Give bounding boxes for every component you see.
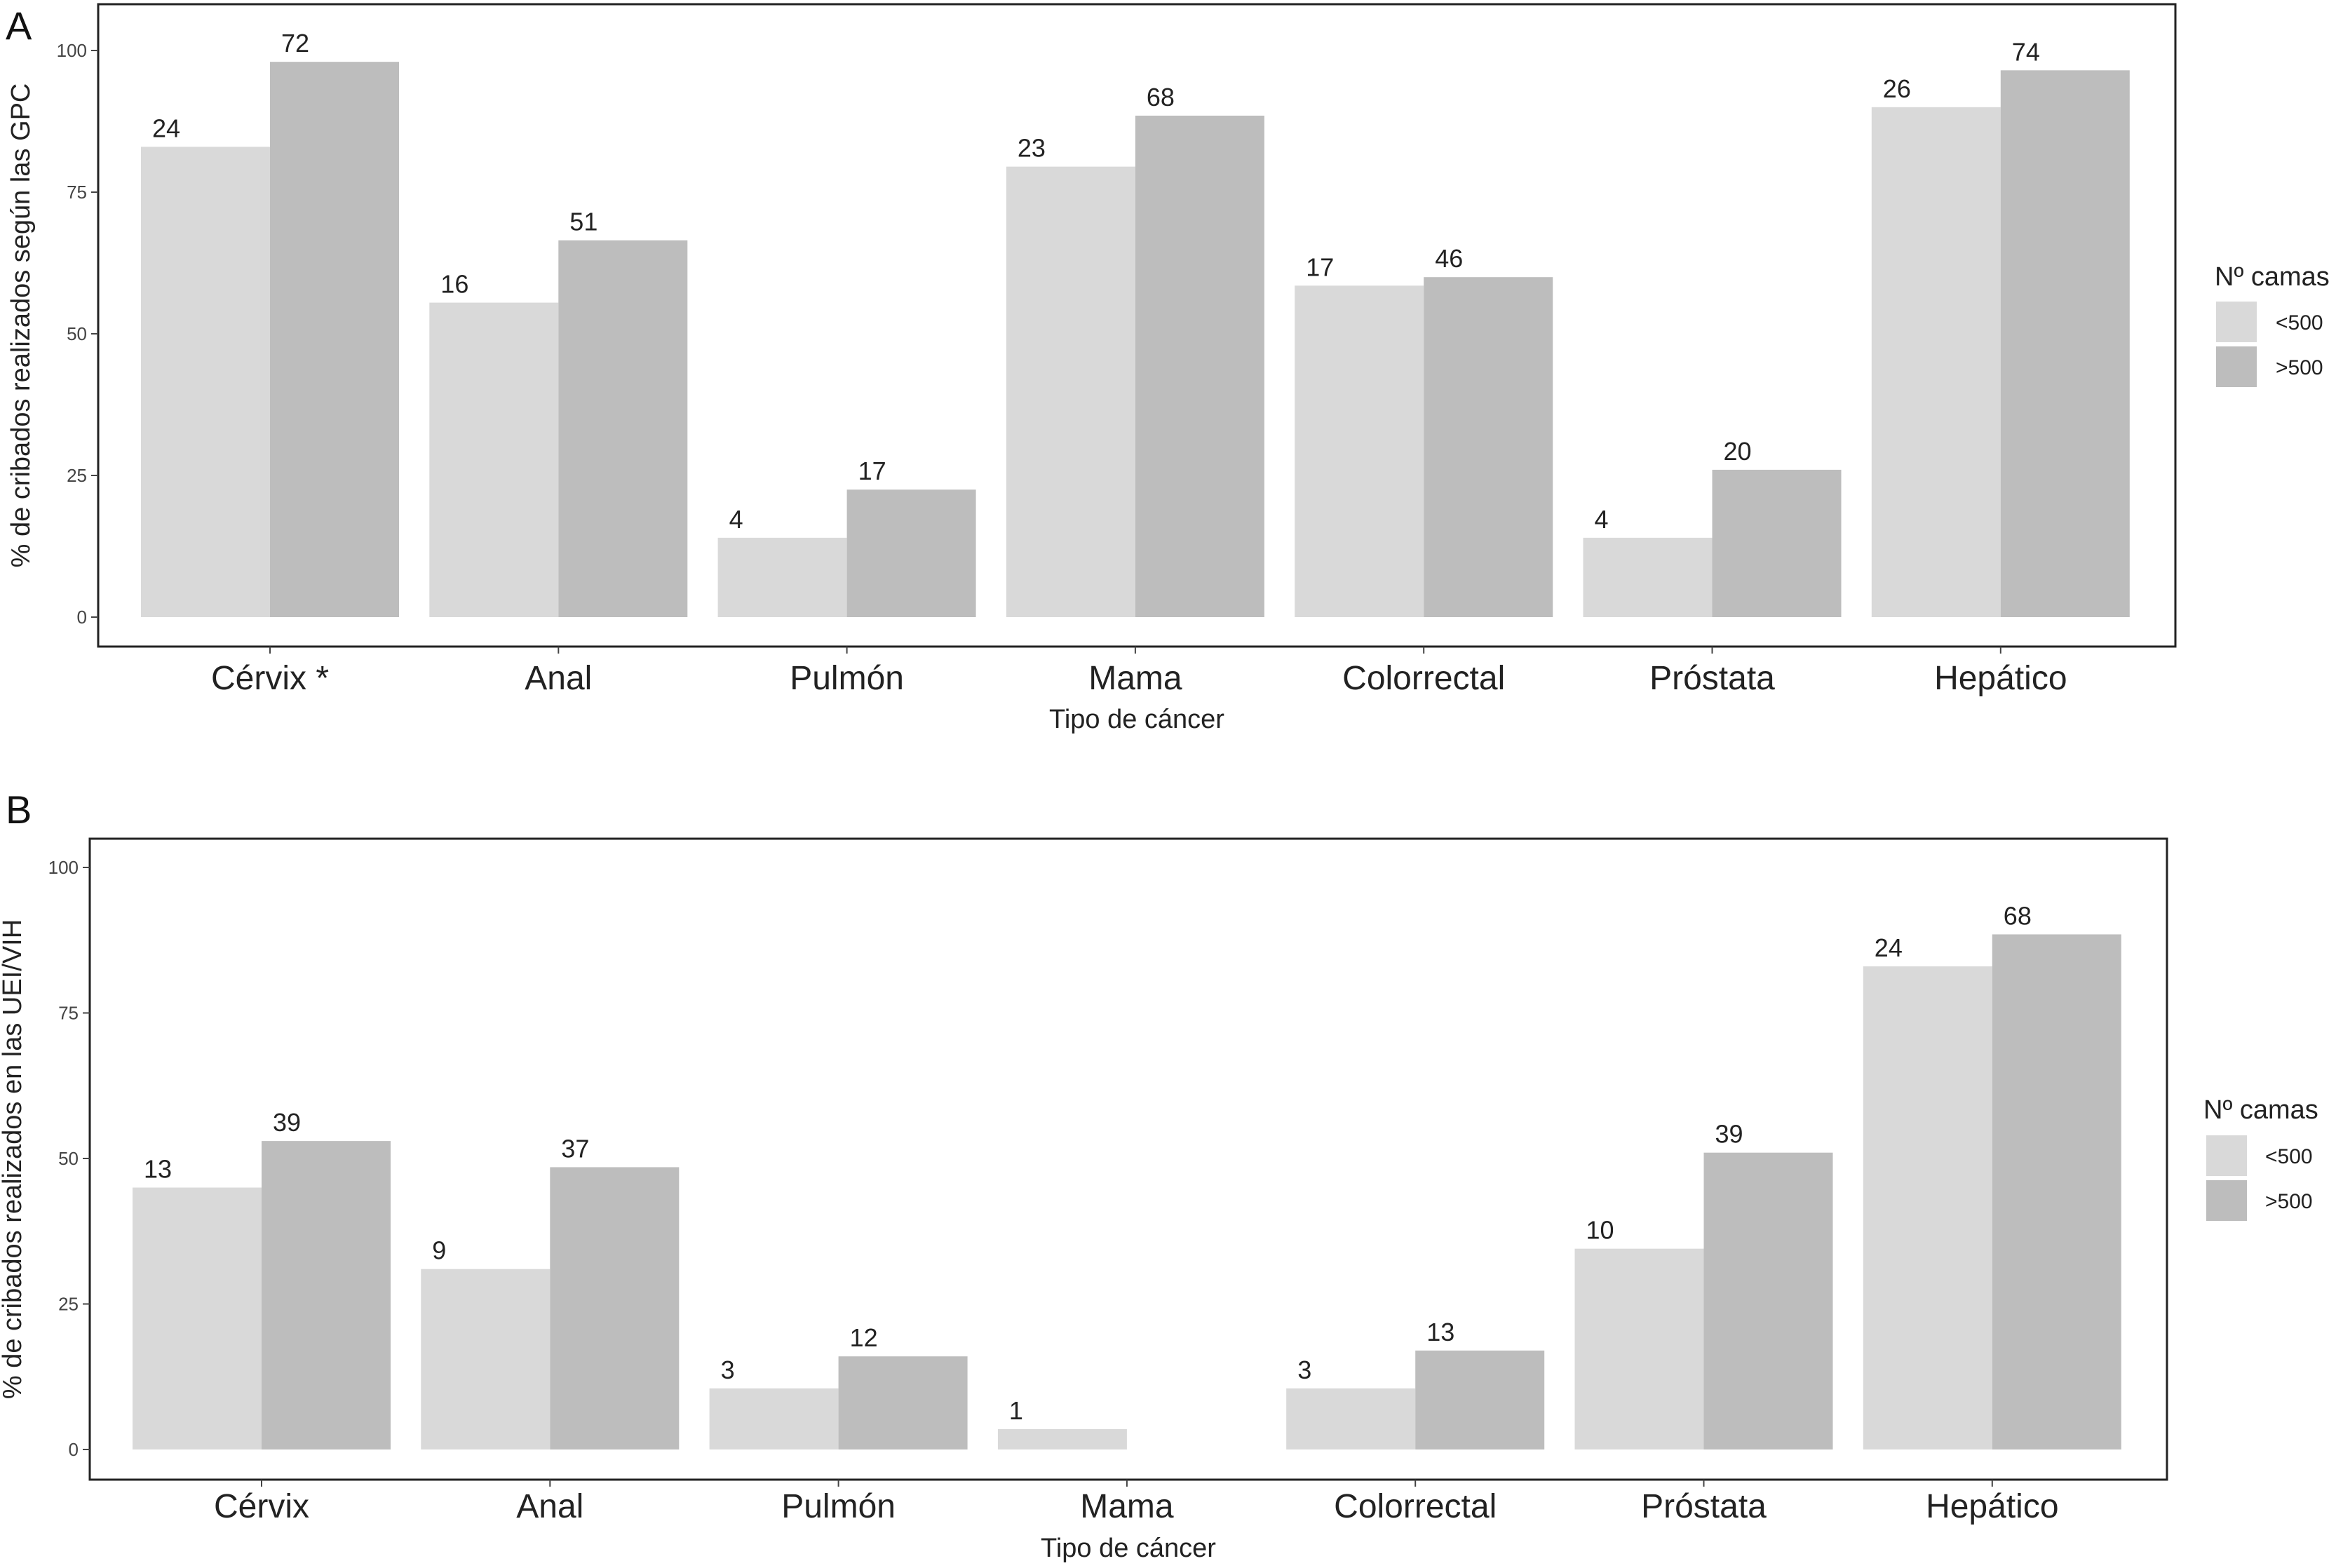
bar-value-label: 3 [721,1356,735,1384]
y-tick-label: 50 [58,1148,79,1169]
bar-gt500 [262,1141,391,1449]
y-axis-title: % de cribados realizados según las GPC [6,83,36,568]
legend-label: >500 [2276,356,2323,379]
bar-lt500 [717,537,847,617]
bar-value-label: 17 [858,457,886,485]
bar-value-label: 20 [1724,437,1752,466]
bar-gt500 [558,240,688,617]
bar-value-label: 39 [273,1108,301,1137]
x-tick-label: Colorrectal [1342,660,1505,697]
bar-value-label: 4 [729,505,743,534]
legend-swatch-gt500 [2206,1180,2247,1221]
x-tick-label: Anal [525,660,592,697]
x-axis-title: Tipo de cáncer [1049,705,1224,734]
legend-label: <500 [2276,311,2323,334]
bar-gt500 [846,489,976,617]
bar-gt500 [1703,1152,1833,1449]
bar-gt500 [838,1356,968,1449]
panel-label-b: B [6,788,32,832]
y-tick-label: 50 [67,323,87,344]
bar-gt500 [270,62,399,617]
panel-label-a: A [6,4,32,48]
bar-value-label: 51 [569,208,597,236]
x-tick-label: Mama [1088,660,1182,697]
bar-value-label: 37 [561,1134,589,1163]
plot-border [97,3,2177,648]
x-tick-label: Pulmón [781,1488,896,1525]
chart-panel-a: 0 25 50 75 100 24 72 Cérvix * 16 51 Anal 4 17 Pulmón 2… [6,3,2330,734]
y-axis-title: % de cribados realizados en las UEI/VIH [0,919,27,1399]
bar-value-label: 24 [1875,933,1903,962]
bar-lt500 [421,1269,551,1449]
x-tick-label: Hepático [1926,1488,2058,1525]
bar-value-label: 46 [1435,244,1463,273]
x-tick-label: Cérvix * [211,660,329,697]
bar-gt500 [1424,277,1553,617]
legend-label: >500 [2265,1190,2313,1213]
bar-value-label: 39 [1715,1120,1743,1149]
bar-gt500 [550,1167,680,1449]
y-tick-label: 0 [69,1439,79,1460]
bar-value-label: 13 [144,1155,172,1184]
bar-value-label: 24 [152,114,180,142]
bar-value-label: 10 [1586,1216,1614,1245]
legend-title: Nº camas [2203,1095,2318,1125]
x-axis-title: Tipo de cáncer [1041,1534,1216,1563]
bar-value-label: 17 [1306,252,1334,281]
y-tick-label: 100 [48,857,79,878]
bar-value-label: 3 [1297,1356,1311,1384]
x-tick-label: Pulmón [790,660,904,697]
bar-gt500 [1415,1350,1545,1449]
x-tick-label: Cérvix [214,1488,309,1525]
y-tick-label: 25 [58,1294,79,1315]
plot-border [88,837,2168,1481]
bar-lt500 [1871,107,2001,618]
bar-lt500 [997,1428,1127,1449]
bar-lt500 [1006,166,1135,617]
x-tick-label: Hepático [1934,660,2067,697]
y-tick-label: 25 [67,465,87,486]
bar-lt500 [429,302,559,617]
bar-value-label: 1 [1009,1396,1023,1425]
legend-swatch-gt500 [2216,346,2257,387]
bar-lt500 [709,1388,839,1449]
y-tick-label: 75 [67,182,87,203]
x-tick-label: Anal [516,1488,583,1525]
bar-value-label: 26 [1883,74,1911,103]
legend-title: Nº camas [2215,262,2330,292]
chart-panel-b: 0 25 50 75 100 13 39 Cérvix 9 37 Anal 3 12 Pulmón 1 Mam… [0,837,2318,1563]
bar-value-label: 13 [1426,1318,1454,1346]
bar-value-label: 68 [2004,901,2032,930]
bar-lt500 [1286,1388,1416,1449]
x-tick-label: Próstata [1641,1488,1767,1525]
bar-value-label: 12 [850,1323,878,1352]
y-tick-label: 100 [57,40,87,61]
bar-gt500 [1992,934,2121,1449]
x-tick-label: Próstata [1649,660,1775,697]
bar-gt500 [1712,469,1842,617]
y-tick-label: 75 [58,1003,79,1024]
x-tick-label: Colorrectal [1334,1488,1497,1525]
bar-lt500 [1863,966,1992,1449]
bar-gt500 [1135,115,1264,618]
bar-lt500 [141,147,270,618]
x-tick-label: Mama [1080,1488,1174,1525]
bar-value-label: 9 [432,1236,446,1265]
bar-value-label: 74 [2012,37,2040,66]
bar-gt500 [2000,70,2130,617]
bar-lt500 [1574,1248,1704,1449]
y-tick-label: 0 [77,607,87,628]
legend-label: <500 [2265,1145,2313,1168]
bar-value-label: 72 [281,29,309,58]
bar-lt500 [133,1187,262,1449]
bar-value-label: 68 [1147,83,1175,111]
legend-swatch-lt500 [2206,1135,2247,1176]
bar-value-label: 23 [1018,134,1046,163]
bar-value-label: 4 [1595,505,1609,534]
bar-lt500 [1295,285,1424,617]
bar-value-label: 16 [440,270,468,299]
bar-lt500 [1583,537,1713,617]
legend-swatch-lt500 [2216,302,2257,342]
